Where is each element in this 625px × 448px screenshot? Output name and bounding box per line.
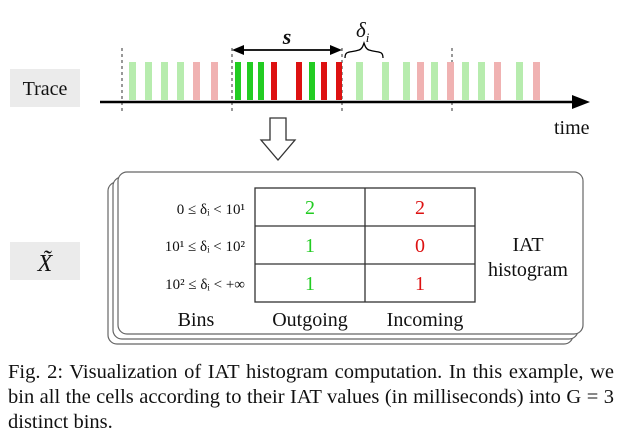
trace-cell	[417, 62, 424, 100]
trace-cell	[431, 62, 438, 100]
down-arrow-icon	[259, 117, 297, 162]
trace-cell	[533, 62, 540, 100]
time-axis-arrowhead	[572, 95, 590, 109]
bins-label: Bins	[178, 309, 215, 331]
incoming-count-bin-1: 2	[415, 197, 425, 219]
trace-cell	[296, 62, 302, 100]
trace-cell	[447, 62, 454, 100]
time-axis	[100, 95, 590, 109]
trace-cell	[235, 62, 241, 100]
trace-cell	[193, 62, 200, 100]
iat-title-line1: IAT	[512, 234, 543, 256]
bin-label-2: 10¹ ≤ δᵢ < 10²	[165, 239, 246, 255]
time-label: time	[554, 117, 590, 139]
burst-arrow	[232, 45, 342, 55]
trace-cell	[258, 62, 264, 100]
bin-label-3: 10² ≤ δᵢ < +∞	[165, 277, 245, 293]
trace-cell	[403, 62, 410, 100]
iat-title-line2: histogram	[488, 259, 568, 281]
incoming-label: Incoming	[387, 309, 464, 331]
incoming-count-bin-2: 0	[415, 235, 425, 257]
iat-brace	[344, 40, 384, 59]
histogram-grid	[254, 187, 476, 303]
outgoing-count-bin-1: 2	[305, 197, 315, 219]
iat-label: δi	[356, 18, 370, 45]
incoming-count-bin-3: 1	[415, 273, 425, 295]
histogram-card	[117, 171, 584, 335]
trace-cell	[177, 62, 184, 100]
trace-cell	[356, 62, 363, 100]
iat-histogram-diagram: Trace time s δi X̃ 0 ≤ δᵢ < 10¹	[10, 18, 590, 345]
trace-cell	[462, 62, 469, 100]
outgoing-count-bin-2: 1	[305, 235, 315, 257]
burst-label: s	[282, 24, 292, 49]
outgoing-count-bin-3: 1	[305, 273, 315, 295]
trace-cell	[161, 62, 168, 100]
outgoing-label: Outgoing	[272, 309, 348, 331]
trace-cell	[211, 62, 218, 100]
trace-cell	[309, 62, 315, 100]
trace-cell	[516, 62, 523, 100]
bin-label-1: 0 ≤ δᵢ < 10¹	[177, 202, 245, 218]
trace-label-box	[10, 69, 80, 107]
x-tilde-label: X̃	[37, 250, 54, 277]
figure-caption: Fig. 2: Visualization of IAT histogram c…	[8, 360, 614, 435]
trace-cells	[129, 62, 540, 100]
trace-cell	[336, 62, 342, 100]
trace-cell	[247, 62, 253, 100]
trace-cell	[494, 62, 501, 100]
caption-text: Fig. 2: Visualization of IAT histogram c…	[8, 361, 614, 433]
trace-cell	[478, 62, 485, 100]
trace-cell	[129, 62, 136, 100]
trace-label: Trace	[23, 78, 68, 100]
trace-cell	[145, 62, 152, 100]
x-tilde-label-box	[10, 242, 80, 280]
trace-cell	[271, 62, 277, 100]
trace-cell	[321, 62, 327, 100]
trace-cell	[382, 62, 389, 100]
